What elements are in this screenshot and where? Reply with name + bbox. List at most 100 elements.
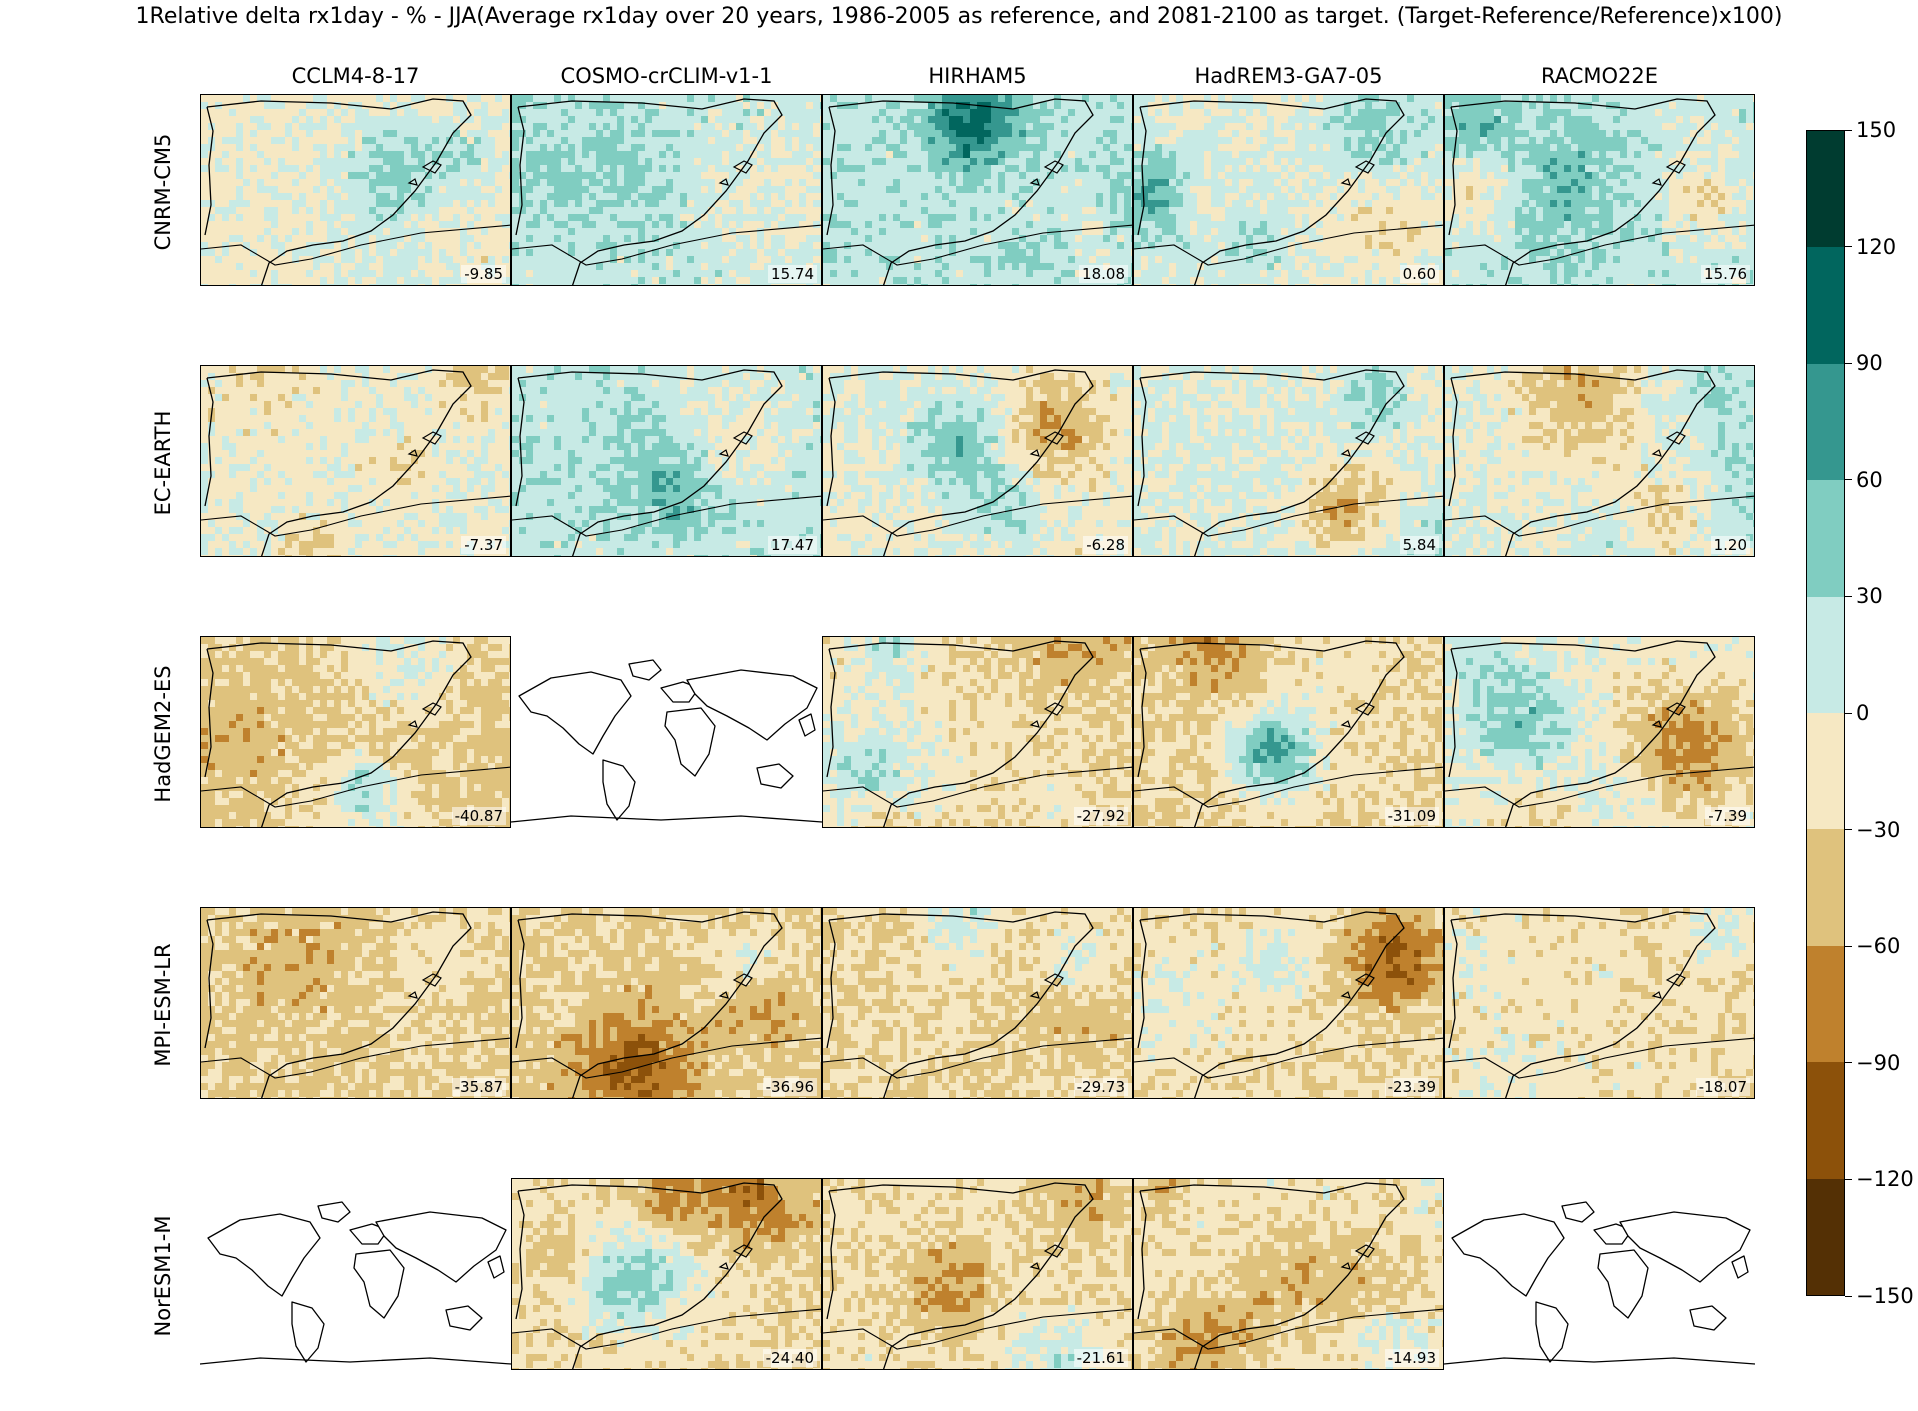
map-cell [201, 277, 208, 284]
map-cell [659, 221, 666, 228]
map-cell [362, 102, 369, 109]
map-cell [519, 263, 526, 270]
map-cell [687, 123, 694, 130]
map-cell [956, 130, 963, 137]
map-cell [299, 123, 306, 130]
map-cell [963, 256, 970, 263]
map-cell [533, 130, 540, 137]
map-cell [645, 242, 652, 249]
map-cell [397, 221, 404, 228]
map-cell [1005, 95, 1012, 102]
map-cell [1026, 137, 1033, 144]
map-cell [222, 137, 229, 144]
map-cell [998, 256, 1005, 263]
map-cell [481, 130, 488, 137]
map-cell [1162, 214, 1169, 221]
map-cell [1407, 207, 1414, 214]
map-cell [1096, 95, 1103, 102]
map-cell [432, 186, 439, 193]
map-cell [1117, 214, 1124, 221]
map-cell [1379, 151, 1386, 158]
map-cell [376, 214, 383, 221]
map-cell [313, 207, 320, 214]
map-cell [617, 200, 624, 207]
map-cell [1082, 130, 1089, 137]
map-cell [1075, 256, 1082, 263]
map-cell [432, 193, 439, 200]
map-cell [778, 186, 785, 193]
map-cell [1435, 109, 1442, 116]
map-cell [1026, 284, 1033, 286]
map-cell [222, 193, 229, 200]
map-cell [1197, 151, 1204, 158]
map-cell [495, 256, 502, 263]
map-cell [1204, 235, 1211, 242]
map-cell [540, 158, 547, 165]
map-cell [708, 221, 715, 228]
map-cell [1204, 186, 1211, 193]
map-cell [215, 277, 222, 284]
map-cell [652, 130, 659, 137]
map-cell [799, 207, 806, 214]
map-cell [1246, 109, 1253, 116]
map-cell [285, 200, 292, 207]
map-cell [1330, 186, 1337, 193]
map-cell [446, 123, 453, 130]
map-cell [467, 144, 474, 151]
map-cell [467, 172, 474, 179]
map-cell [1316, 193, 1323, 200]
map-cell [1232, 200, 1239, 207]
map-cell [1117, 130, 1124, 137]
map-cell [1344, 249, 1351, 256]
map-cell [432, 263, 439, 270]
map-cell [956, 137, 963, 144]
map-cell [1435, 193, 1442, 200]
map-cell [998, 242, 1005, 249]
map-cell [201, 235, 208, 242]
map-cell [222, 109, 229, 116]
map-cell [893, 165, 900, 172]
map-cell [236, 277, 243, 284]
map-cell [638, 109, 645, 116]
map-cell [743, 200, 750, 207]
map-cell [1393, 186, 1400, 193]
map-cell [1190, 151, 1197, 158]
map-cell [984, 172, 991, 179]
map-cell [757, 235, 764, 242]
map-cell [355, 165, 362, 172]
map-cell [208, 221, 215, 228]
map-cell [1005, 193, 1012, 200]
map-cell [341, 95, 348, 102]
map-cell [1379, 256, 1386, 263]
map-cell [1365, 270, 1372, 277]
map-cell [708, 186, 715, 193]
map-cell [460, 137, 467, 144]
map-cell [652, 263, 659, 270]
map-cell [1026, 277, 1033, 284]
map-cell [1365, 221, 1372, 228]
map-cell [313, 193, 320, 200]
map-cell [928, 151, 935, 158]
map-cell [327, 207, 334, 214]
map-cell [1148, 172, 1155, 179]
map-cell [1176, 137, 1183, 144]
map-cell [1183, 221, 1190, 228]
map-cell [921, 102, 928, 109]
map-cell [977, 214, 984, 221]
map-cell [1155, 193, 1162, 200]
map-cell [872, 242, 879, 249]
map-cell [1281, 214, 1288, 221]
map-cell [575, 228, 582, 235]
map-cell [1246, 137, 1253, 144]
map-cell [369, 249, 376, 256]
map-cell [1393, 172, 1400, 179]
map-cell [488, 123, 495, 130]
map-cell [970, 200, 977, 207]
map-cell [708, 228, 715, 235]
map-cell [383, 277, 390, 284]
map-cell [722, 123, 729, 130]
map-cell [879, 109, 886, 116]
map-cell [1082, 207, 1089, 214]
map-cell [757, 95, 764, 102]
map-cell [610, 235, 617, 242]
